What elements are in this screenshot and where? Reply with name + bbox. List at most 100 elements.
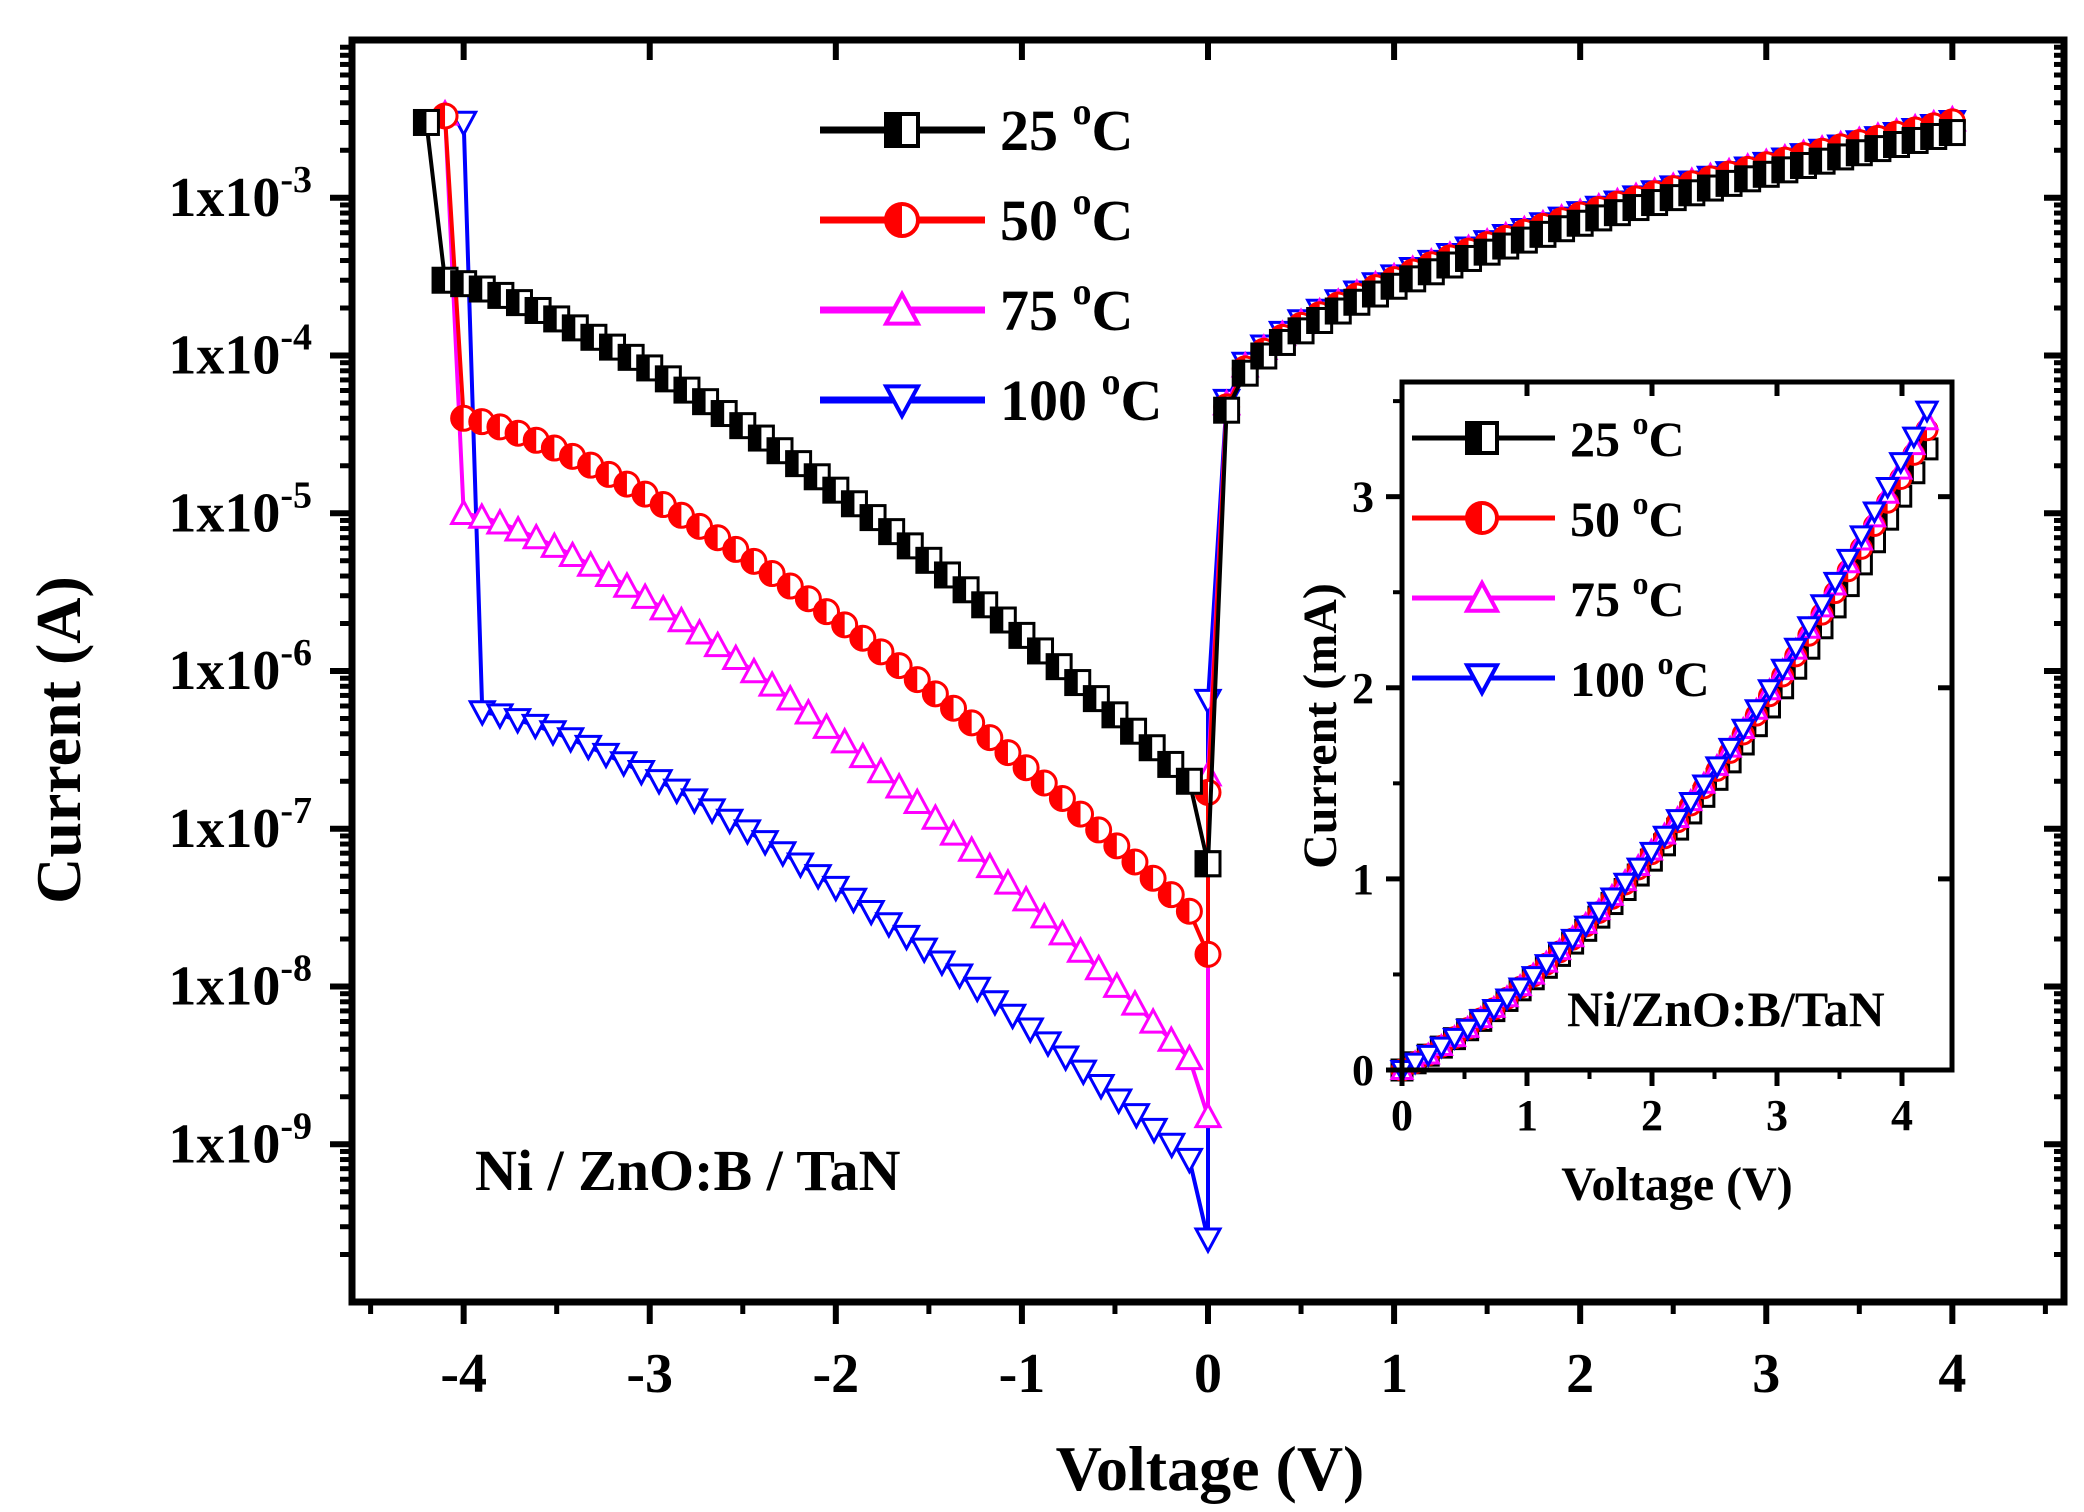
inset-series [1389,400,1940,1084]
main-data-point [849,624,877,652]
inset-x-tick-label: 0 [1391,1091,1413,1140]
main-data-point [739,656,769,684]
inset-series-3 [1389,400,1940,1084]
inset-data-point [1796,616,1822,640]
main-data-point [794,585,822,613]
main-data-point [1603,199,1631,227]
inset-data-point [1848,525,1874,549]
main-x-tick-label: -1 [999,1343,1046,1405]
main-data-point [1066,935,1096,963]
main-data-point [721,643,751,670]
main-data-point [1033,1031,1063,1059]
inset-data-point [1428,1036,1454,1060]
main-data-point [927,950,957,978]
main-data-point [757,669,787,697]
main-data-point [685,617,715,645]
main-data-point [412,108,440,136]
main-data-point [980,990,1010,1018]
main-data-point [594,560,624,588]
main-data-point [630,581,660,609]
main-data-point [867,638,895,666]
inset-plot: 0 1 2 3 4 0 1 2 3 25 oC 50 oC 75 oC 100 oC Ni/ZnO:B… [1294,379,1955,1211]
inset-data-point [1546,941,1573,965]
inset-data-point [1415,1044,1441,1069]
inset-data-point [1638,841,1664,866]
inset-data-point [1573,915,1599,939]
inset-data-point [1783,637,1809,661]
main-data-point [740,547,768,575]
inset-data-point [1651,825,1678,849]
inset-data-point [1770,658,1796,682]
inset-legend-marker [1463,663,1501,698]
main-legend-marker [884,112,920,148]
main-data-point [957,834,987,862]
inset-ticks: 0 1 2 3 4 0 1 2 3 [1352,382,1952,1140]
main-data-point [1138,734,1166,762]
main-data-point [840,490,868,518]
main-data-point [775,683,805,711]
inset-legend-label: 75 oC [1570,565,1685,627]
main-data-point [1102,970,1132,998]
main-data-point [1120,988,1150,1016]
main-data-point [859,504,887,532]
main-data-point [1193,1101,1223,1129]
main-legend: 25 oC 50 oC 75 oC 100 oC [820,91,1162,433]
main-data-point [1174,1147,1204,1175]
inset-data-point [1468,1009,1494,1033]
main-legend-marker [884,202,920,238]
main-data-point [958,709,986,737]
main-legend-label: 25 oC [1000,91,1133,163]
main-data-point [1194,940,1222,968]
inset-y-tick-label: 0 [1352,1046,1374,1095]
main-data-point [813,598,841,626]
inset-annotation: Ni/ZnO:B/TaN [1567,981,1885,1037]
inset-legend-item: 75 oC [1412,565,1685,627]
main-data-point [1084,953,1114,981]
main-data-point [1104,1088,1134,1116]
main-data-point [1085,816,1113,844]
main-data-point [1082,685,1110,713]
inset-legend-marker [1465,421,1499,455]
main-data-point [989,606,1017,634]
main-data-point [648,593,678,621]
main-data-point [1051,1045,1081,1073]
main-data-point [848,741,878,769]
main-data-point [1156,1024,1186,1052]
main-data-point [915,546,943,574]
main-data-point [758,560,786,588]
main-data-point [722,535,750,563]
main-data-point [1194,850,1222,878]
inset-data-point [1809,594,1835,618]
inset-data-point [1835,548,1861,573]
main-ticks: -4 -3 -2 -1 0 1 2 3 4 1x10-9 1x10-8 1x10-7 1x10-6 1x1… [168,40,2064,1405]
inset-data-point [1822,571,1848,596]
main-data-point [1121,1103,1151,1130]
inset-data-point [1507,977,1533,1001]
inset-data-point [1533,954,1559,978]
inset-data-point [1861,501,1888,525]
main-data-point [830,726,860,754]
main-data-point [1174,1043,1204,1071]
main-data-point [1193,1227,1223,1255]
main-y-axis-title: Current (A) [23,576,94,904]
main-data-point [1047,918,1077,946]
main-data-point [503,514,533,542]
inset-data-point [1756,679,1783,703]
inset-data-point [1704,756,1730,780]
inset-data-point [1625,857,1651,881]
main-data-point [793,697,823,725]
main-data-point [993,867,1023,895]
main-data-point [1175,897,1203,925]
main-data-point [909,937,939,965]
main-data-point [1011,884,1041,912]
main-data-point [576,549,606,577]
main-y-tick-label: 1x10-3 [168,159,312,229]
main-data-point [831,611,859,639]
main-legend-label: 75 oC [1000,271,1133,343]
main-data-point [1064,669,1092,697]
main-legend-marker [882,384,922,421]
inset-data-point [1612,872,1638,896]
main-x-tick-label: 0 [1194,1343,1222,1405]
main-legend-label: 50 oC [1000,181,1133,253]
main-data-point [1213,396,1241,424]
